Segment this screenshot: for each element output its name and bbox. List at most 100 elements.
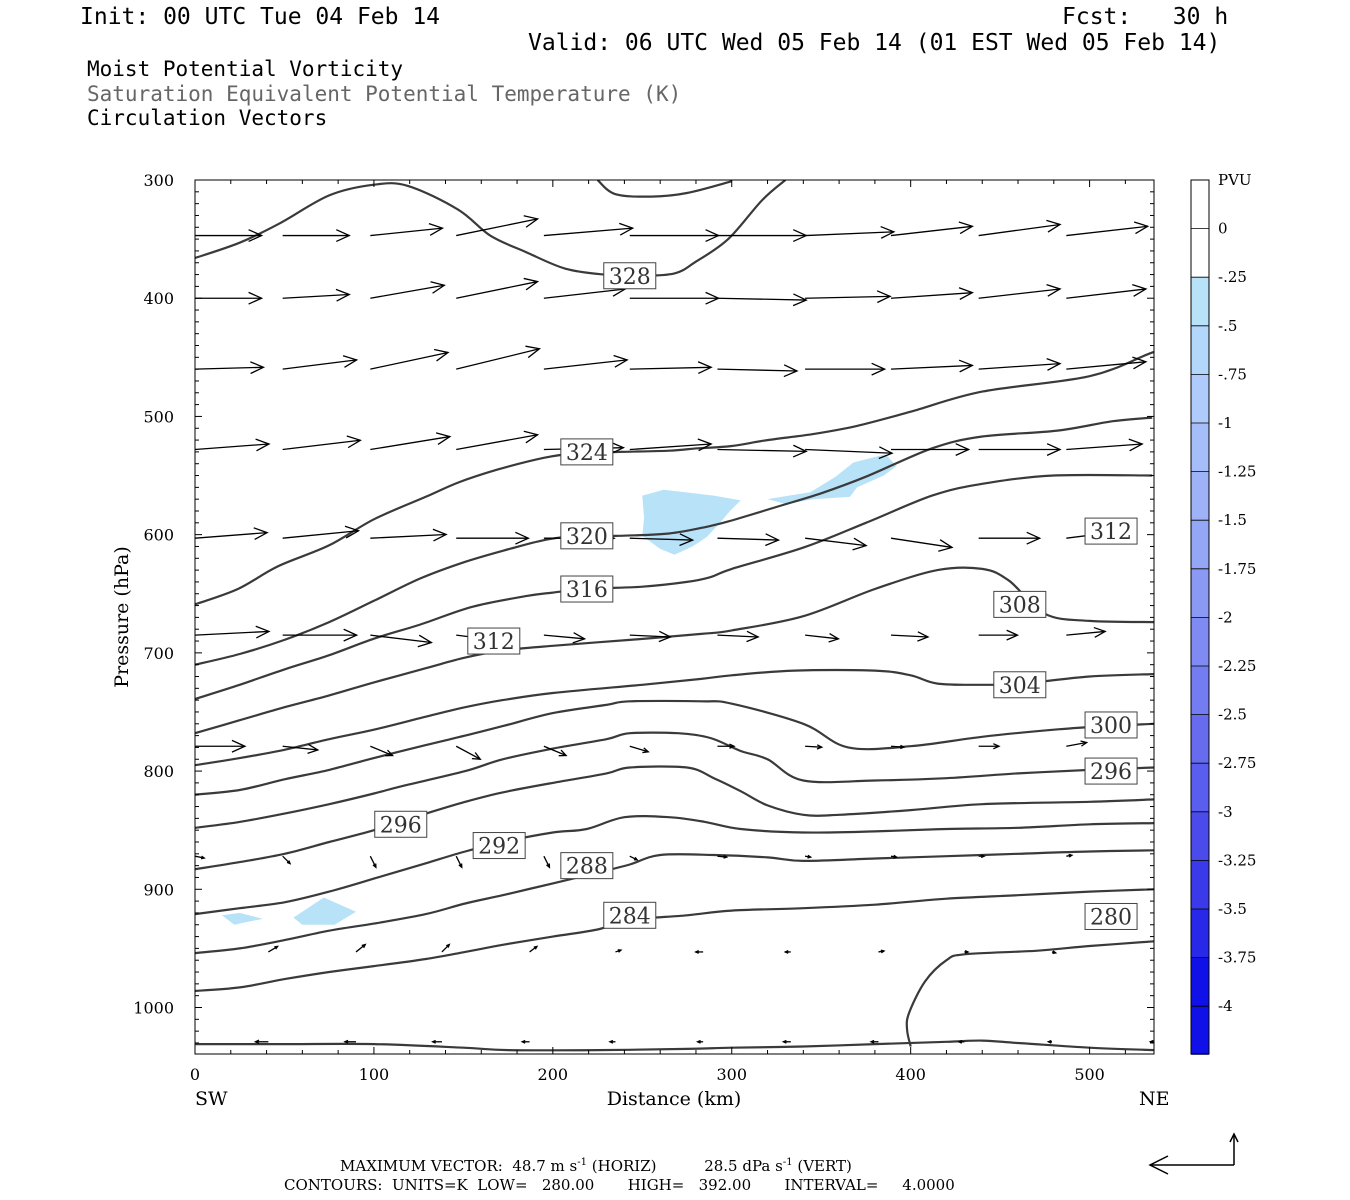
vector-shaft <box>1066 741 1087 747</box>
reference-vector-icon <box>1148 1132 1239 1175</box>
vector-shaft <box>282 293 350 299</box>
contour-label: 312 <box>1084 517 1138 545</box>
vector-shaft <box>543 227 633 237</box>
circulation-vector <box>431 1039 442 1044</box>
vector-head <box>1132 356 1148 370</box>
circulation-vector <box>282 743 320 754</box>
vector-head <box>1046 358 1062 371</box>
vector-shaft <box>629 537 693 541</box>
circulation-vector <box>282 855 292 865</box>
vector-shaft <box>805 537 867 547</box>
vector-head <box>880 949 886 954</box>
circulation-vector <box>629 361 713 375</box>
circulation-vector <box>978 284 1062 299</box>
circulation-vector <box>195 291 264 305</box>
colorbar-label: -2.5 <box>1218 706 1247 724</box>
vector-shaft <box>370 533 447 539</box>
vector-shaft <box>369 855 377 868</box>
circulation-vector <box>282 288 351 302</box>
vector-head <box>458 863 463 869</box>
vector-shaft <box>1066 288 1146 299</box>
vector-head <box>610 441 626 455</box>
colorbar-cell <box>1191 325 1209 375</box>
contour-label: 320 <box>560 522 614 550</box>
vert-tag: (VERT) <box>797 1157 852 1175</box>
vector-head <box>658 630 673 643</box>
vector-head <box>938 539 954 552</box>
circulation-vector <box>629 229 721 243</box>
circulation-vector <box>978 443 1062 456</box>
colorbar-cell <box>1191 520 1209 569</box>
contour-line <box>195 668 1154 767</box>
colorbar-cell <box>1191 666 1209 715</box>
circulation-vector <box>717 293 808 307</box>
vector-head <box>871 362 887 376</box>
circulation-vector <box>370 223 445 237</box>
y-tick-label: 1000 <box>133 999 174 1018</box>
contour-label-text: 316 <box>566 578 608 603</box>
vector-head <box>955 443 971 456</box>
vector-head <box>783 949 789 954</box>
colorbar-cell <box>1191 860 1209 909</box>
circulation-vector <box>717 444 808 458</box>
vector-head <box>633 856 639 861</box>
vector-head <box>431 1039 436 1044</box>
vector-shaft <box>717 537 779 541</box>
y-tick-label: 500 <box>143 407 174 426</box>
vector-head <box>335 288 351 302</box>
vector-head <box>520 1039 526 1044</box>
x-tick-label: 500 <box>1074 1065 1105 1084</box>
colorbar-label: -1 <box>1218 414 1233 432</box>
circulation-vector <box>890 631 930 642</box>
circulation-vector <box>370 745 395 757</box>
contour-label-text: 324 <box>566 441 608 466</box>
circulation-vector <box>195 438 271 452</box>
vector-head <box>248 291 264 305</box>
y-tick-label: 400 <box>143 289 174 308</box>
y-tick-label: 900 <box>143 880 174 899</box>
vector-head <box>1006 629 1020 641</box>
colorbar-label: 0 <box>1218 220 1228 238</box>
vector-head <box>1046 1039 1052 1044</box>
contour-line <box>195 765 1154 871</box>
vector-head <box>1128 438 1144 452</box>
circulation-vector <box>890 359 974 373</box>
title-vectors: Circulation Vectors <box>87 106 328 130</box>
vector-head <box>432 528 448 542</box>
vector-shaft <box>1066 225 1148 237</box>
vector-head <box>792 293 808 307</box>
vector-shaft <box>890 292 973 299</box>
vector-shaft <box>805 448 893 454</box>
contour-line <box>195 731 1154 829</box>
init-time: Init: 00 UTC Tue 04 Feb 14 <box>80 4 441 30</box>
circulation-vector <box>978 629 1020 641</box>
contour-line <box>195 566 1154 735</box>
circulation-vector <box>282 435 362 451</box>
vector-shaft <box>455 745 481 760</box>
vector-head <box>523 277 540 291</box>
title-mpv: Moist Potential Vorticity <box>87 57 404 81</box>
circulation-vector <box>370 528 448 542</box>
vector-head <box>608 1039 614 1044</box>
circulation-vector <box>282 355 359 370</box>
horiz-exp: -1 <box>577 1157 587 1168</box>
vector-head <box>765 533 781 547</box>
pv-shading-layer <box>221 454 897 925</box>
vector-shaft <box>370 351 449 370</box>
circulation-vector <box>1066 626 1107 638</box>
vector-head <box>1052 950 1058 955</box>
contour-label-text: 292 <box>478 835 520 860</box>
vector-head <box>958 221 974 235</box>
circulation-vector <box>370 348 450 370</box>
contour-label-box <box>1084 711 1138 739</box>
vector-head <box>816 744 824 750</box>
vector-head <box>697 361 713 375</box>
circulation-vector <box>957 1039 965 1044</box>
vector-head <box>781 1039 787 1044</box>
colorbar-label: -2.75 <box>1218 754 1256 772</box>
vector-shaft <box>629 443 712 451</box>
vector-head <box>1068 853 1074 858</box>
circulation-vector <box>282 628 359 642</box>
vector-head <box>255 625 271 639</box>
